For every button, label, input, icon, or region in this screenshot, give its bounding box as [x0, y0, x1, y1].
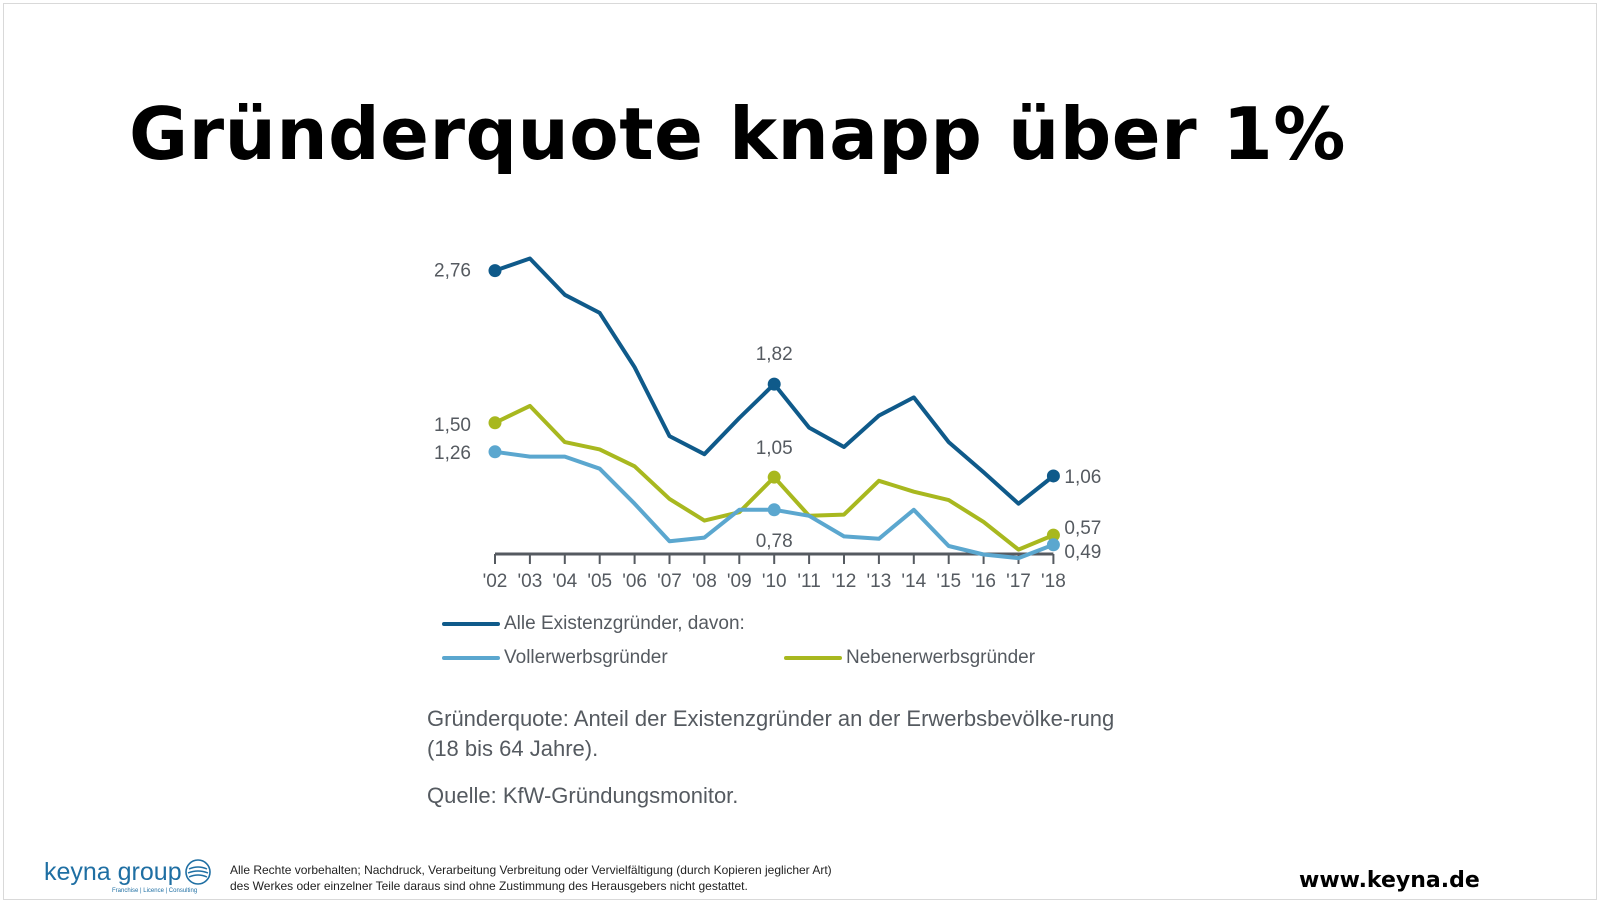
x-tick-label-10: '12: [832, 571, 857, 592]
definition-note: Gründerquote: Anteil der Existenzgründer…: [427, 706, 1115, 761]
line-chart: '02 '03 '04 '05 '06 '07 '08 '09 '10 '11 '12 '13 '14 '…: [434, 256, 1101, 592]
data-label-nebenerwerbsgr-nder-16: 0,57: [1064, 518, 1101, 539]
x-tick-label-9: '11: [797, 571, 820, 592]
data-point-vollerwerbsgr-nder-0: [488, 445, 502, 459]
data-label-alle-existenzgr-nder-davon-8: 1,82: [756, 344, 793, 365]
data-label-vollerwerbsgr-nder-8: 0,78: [756, 531, 793, 552]
legend-label-voll: Vollerwerbsgründer: [504, 647, 668, 668]
copyright-notice: Alle Rechte vorbehalten; Nachdruck, Vera…: [230, 862, 832, 894]
x-tick-label-12: '14: [901, 571, 926, 592]
x-tick-label-3: '05: [587, 571, 612, 592]
x-tick-label-4: '06: [622, 571, 647, 592]
legend-item-neben: Nebenerwerbsgründer: [784, 647, 1035, 669]
x-tick-label-11: '13: [867, 571, 892, 592]
data-point-alle-existenzgr-nder-davon-8: [767, 377, 781, 391]
company-logo: keyna group: [44, 858, 182, 886]
x-tick-label-5: '07: [657, 571, 682, 592]
data-label-nebenerwerbsgr-nder-0: 1,50: [434, 415, 471, 436]
data-label-alle-existenzgr-nder-davon-16: 1,06: [1064, 467, 1101, 488]
source-note: Quelle: KfW-Gründungsmonitor.: [427, 783, 739, 808]
page-title: Gründerquote knapp über 1%: [129, 92, 1346, 176]
legend-swatch-alle: [442, 622, 500, 626]
data-point-vollerwerbsgr-nder-8: [767, 503, 781, 517]
logo-tagline: Franchise | Licence | Consulting: [112, 888, 198, 894]
legend-label-neben: Nebenerwerbsgründer: [846, 647, 1036, 668]
x-tick-label-16: '18: [1041, 571, 1066, 592]
x-tick-label-2: '04: [552, 571, 577, 592]
copyright-line-1: Alle Rechte vorbehalten; Nachdruck, Vera…: [230, 863, 832, 877]
data-point-alle-existenzgr-nder-davon-16: [1046, 469, 1060, 483]
x-tick-label-0: '02: [483, 571, 508, 592]
copyright-line-2: des Werkes oder einzelner Teile daraus s…: [230, 879, 748, 893]
website-link[interactable]: www.keyna.de: [1299, 868, 1480, 893]
x-tick-label-14: '16: [971, 571, 996, 592]
globe-logo-icon: [185, 859, 211, 885]
data-label-nebenerwerbsgr-nder-8: 1,05: [756, 438, 793, 459]
data-label-alle-existenzgr-nder-davon-0: 2,76: [434, 261, 471, 282]
legend-item-alle: Alle Existenzgründer, davon:: [442, 613, 745, 635]
x-tick-label-13: '15: [936, 571, 961, 592]
x-tick-label-7: '09: [727, 571, 752, 592]
x-tick-label-15: '17: [1006, 571, 1031, 592]
data-point-nebenerwerbsgr-nder-8: [767, 470, 781, 484]
data-label-vollerwerbsgr-nder-0: 1,26: [434, 443, 471, 464]
x-tick-label-1: '03: [518, 571, 543, 592]
data-point-vollerwerbsgr-nder-16: [1046, 538, 1060, 552]
data-point-nebenerwerbsgr-nder-0: [488, 416, 502, 430]
data-label-vollerwerbsgr-nder-16: 0,49: [1064, 542, 1101, 563]
slide: Gründerquote knapp über 1% '02'03'04'05 '…: [3, 3, 1597, 900]
x-tick-label-6: '08: [692, 571, 717, 592]
data-point-alle-existenzgr-nder-davon-0: [488, 264, 502, 278]
x-tick-label-8: '10: [762, 571, 787, 592]
legend-swatch-neben: [784, 656, 842, 660]
legend-item-voll: Vollerwerbsgründer: [442, 647, 668, 669]
legend-swatch-voll: [442, 656, 500, 660]
legend-label-alle: Alle Existenzgründer, davon:: [504, 613, 745, 634]
data-point-nebenerwerbsgr-nder-16: [1046, 528, 1060, 542]
